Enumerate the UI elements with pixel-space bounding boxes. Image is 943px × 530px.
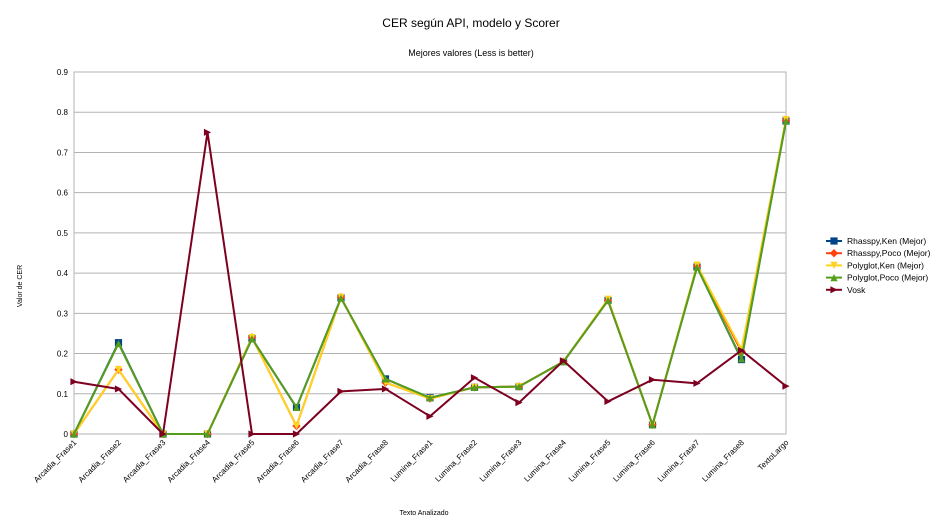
data-point xyxy=(648,376,657,384)
data-point xyxy=(737,355,746,363)
data-point xyxy=(604,296,612,305)
data-point xyxy=(426,412,434,420)
data-point xyxy=(292,403,301,412)
legend-item: Vosk xyxy=(826,285,866,295)
y-axis-label: Valor de CER xyxy=(17,265,24,307)
legend-item: Rhasspy,Poco (Mejor) xyxy=(826,248,931,258)
x-tick-label: Arcadia_Frase2 xyxy=(77,438,124,485)
data-point xyxy=(604,397,612,406)
series-line xyxy=(73,120,787,435)
series-2 xyxy=(69,116,791,439)
data-point xyxy=(559,357,568,365)
gridlines xyxy=(74,71,786,435)
data-point xyxy=(693,263,701,271)
legend-marker xyxy=(830,237,838,245)
x-axis-label: Texto Analizado xyxy=(399,510,448,517)
legend-label: Rhasspy,Poco (Mejor) xyxy=(847,248,931,258)
legend-item: Polyglot,Ken (Mejor) xyxy=(826,260,924,270)
legend-item: Polyglot,Poco (Mejor) xyxy=(826,273,928,283)
x-tick-label: Arcadia_Frase6 xyxy=(255,438,302,485)
series-4 xyxy=(70,117,790,438)
y-axis-ticks: 0 0.1 0.2 0.3 0.4 0.5 0.6 0.7 0.8 0.9 xyxy=(57,68,69,439)
legend-label: Rhasspy,Ken (Mejor) xyxy=(847,236,926,246)
legend-label: Polyglot,Poco (Mejor) xyxy=(847,273,928,283)
data-point xyxy=(292,422,301,430)
x-tick-label: Arcadia_Frase3 xyxy=(121,438,168,485)
x-tick-label: Lumina_Frase4 xyxy=(522,438,568,484)
series-line xyxy=(73,119,787,435)
x-tick-label: Lumina_Frase5 xyxy=(567,438,613,484)
x-tick-label: Arcadia_Frase1 xyxy=(32,438,79,485)
data-point xyxy=(114,366,123,374)
legend-item: Rhasspy,Ken (Mejor) xyxy=(826,236,926,246)
data-point xyxy=(70,430,78,438)
y-tick-label: 0 xyxy=(64,430,69,439)
legend-marker xyxy=(830,261,838,269)
x-tick-label: Lumina_Frase7 xyxy=(656,438,702,484)
y-tick-label: 0.5 xyxy=(57,229,69,238)
data-point xyxy=(70,378,78,386)
plot-frame xyxy=(73,71,787,435)
data-point xyxy=(381,375,390,383)
data-point xyxy=(470,383,479,391)
data-point xyxy=(782,382,790,390)
data-point xyxy=(292,430,301,438)
x-tick-label: Lumina_Frase8 xyxy=(700,438,746,484)
x-tick-label: TextoLargo xyxy=(756,438,791,473)
legend: Rhasspy,Ken (Mejor) Rhasspy,Poco (Mejor) P… xyxy=(826,236,931,295)
y-tick-label: 0.9 xyxy=(57,68,69,77)
data-point xyxy=(693,379,701,387)
data-point xyxy=(737,346,746,354)
data-point xyxy=(248,335,256,343)
data-point xyxy=(337,294,345,302)
x-tick-label: Lumina_Frase2 xyxy=(433,438,479,484)
legend-label: Polyglot,Ken (Mejor) xyxy=(847,260,924,270)
y-tick-label: 0.1 xyxy=(57,390,69,399)
legend-marker xyxy=(830,274,838,282)
series-line xyxy=(73,120,787,435)
data-point xyxy=(515,382,523,391)
y-tick-label: 0.4 xyxy=(57,269,69,278)
data-point xyxy=(648,421,657,429)
x-tick-label: Arcadia_Frase4 xyxy=(166,438,213,485)
x-tick-label: Arcadia_Frase8 xyxy=(344,438,391,485)
data-point xyxy=(782,117,790,125)
series-group xyxy=(69,115,791,439)
chart-subtitle: Mejores valores (Less is better) xyxy=(408,48,534,58)
data-point xyxy=(114,385,123,393)
y-tick-label: 0.7 xyxy=(57,148,69,157)
x-tick-label: Lumina_Frase6 xyxy=(611,438,657,484)
x-tick-label: Lumina_Frase3 xyxy=(478,438,524,484)
data-point xyxy=(470,374,479,382)
series-line xyxy=(73,131,787,435)
series-line xyxy=(73,120,787,435)
y-tick-label: 0.2 xyxy=(57,350,69,359)
legend-marker xyxy=(829,249,839,258)
y-tick-label: 0.3 xyxy=(57,309,69,318)
data-point xyxy=(426,394,434,402)
x-tick-label: Lumina_Frase1 xyxy=(389,438,435,484)
y-tick-label: 0.6 xyxy=(57,189,69,198)
data-point xyxy=(337,387,345,395)
series-5 xyxy=(70,128,790,438)
series-3 xyxy=(70,115,790,438)
data-point xyxy=(515,399,523,407)
chart-title: CER según API, modelo y Scorer xyxy=(382,16,559,30)
data-point xyxy=(248,430,256,438)
x-axis-ticks: Arcadia_Frase1Arcadia_Frase2Arcadia_Fras… xyxy=(32,438,791,485)
series-1 xyxy=(70,117,790,438)
x-tick-label: Arcadia_Frase5 xyxy=(210,438,257,485)
data-point xyxy=(159,430,167,438)
data-point xyxy=(203,430,212,438)
legend-marker xyxy=(830,286,838,294)
x-tick-label: Arcadia_Frase7 xyxy=(299,438,346,485)
data-point xyxy=(381,385,390,393)
y-tick-label: 0.8 xyxy=(57,108,69,117)
legend-label: Vosk xyxy=(847,285,866,295)
data-point xyxy=(114,339,123,348)
data-point xyxy=(203,128,212,136)
